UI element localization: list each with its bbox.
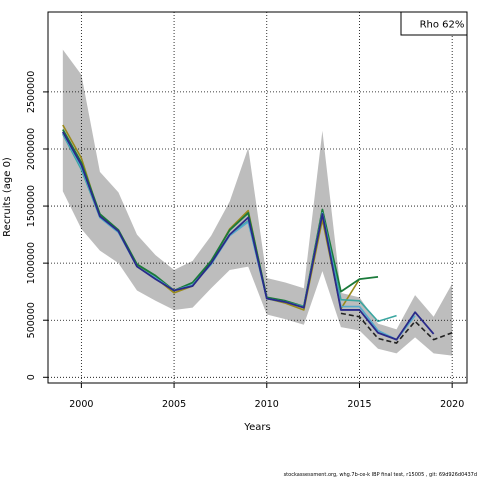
y-tick-label: 2000000 <box>26 128 37 170</box>
plot-frame <box>47 11 468 384</box>
series-line-6 <box>340 312 453 344</box>
y-tick-label: 0 <box>26 374 37 380</box>
series-line-5 <box>62 131 435 341</box>
x-tick-label: 2000 <box>69 399 93 410</box>
y-axis: 0 500000 1000000 1500000 2000000 2500000 <box>26 71 48 380</box>
grid-layer <box>48 12 467 383</box>
y-axis-title: Recruits (age 0) <box>2 157 13 237</box>
legend: Rho 62% <box>400 11 468 36</box>
x-tick-label: 2015 <box>347 399 371 410</box>
y-tick-label: 2500000 <box>26 71 37 113</box>
x-tick-label: 2010 <box>255 399 279 410</box>
x-axis-title: Years <box>243 422 270 433</box>
legend-label: Rho 62% <box>420 20 465 31</box>
y-tick-label: 1500000 <box>26 185 37 227</box>
x-tick-label: 2005 <box>162 399 186 410</box>
series-line-2 <box>62 129 379 308</box>
footer-note: stockassessment.org, whg.7b-ce-k IBP fin… <box>283 472 477 478</box>
x-tick-label: 2020 <box>440 399 464 410</box>
x-axis: 2000 2005 2010 2015 2020 <box>69 383 464 410</box>
y-tick-label: 1000000 <box>26 242 37 284</box>
y-tick-label: 500000 <box>26 302 37 338</box>
series-layer <box>62 124 453 344</box>
legend-box <box>400 11 468 36</box>
